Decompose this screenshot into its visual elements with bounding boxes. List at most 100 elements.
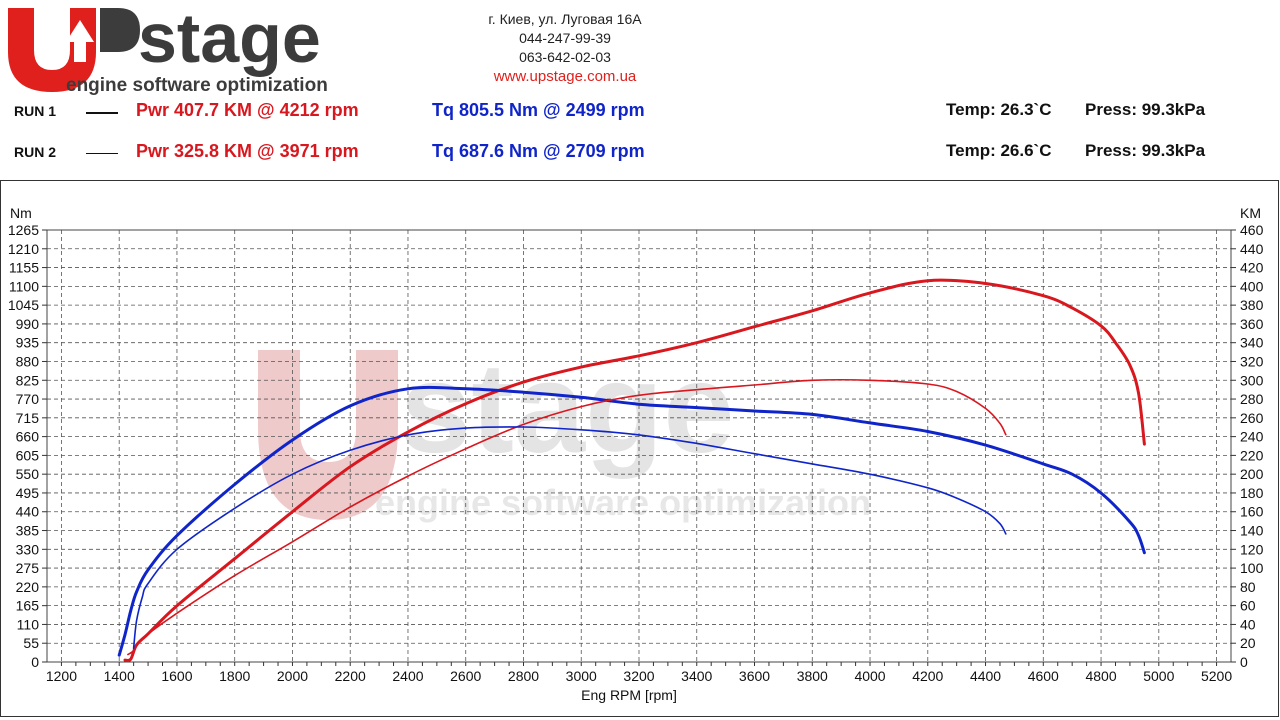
y-left-tick-label: 990 [16, 316, 40, 332]
y-right-tick-label: 100 [1240, 560, 1264, 576]
x-tick-label: 3600 [739, 668, 770, 684]
x-tick-label: 2800 [508, 668, 539, 684]
y-left-tick-label: 1210 [8, 241, 39, 257]
y-left-tick-label: 1155 [9, 260, 39, 276]
upstage-logo: stage engine software optimization [0, 0, 410, 98]
run-1-tq-line [117, 385, 1146, 657]
y-right-tick-label: 260 [1240, 410, 1264, 426]
run-2-label: RUN 2 [14, 144, 57, 160]
y-left-tick-label: 1100 [9, 278, 39, 294]
y-right-tick-label: 400 [1240, 278, 1264, 294]
y-right-tick-label: 460 [1240, 222, 1264, 238]
contact-block: г. Киев, ул. Луговая 16А 044-247-99-39 0… [430, 10, 700, 86]
tagline: engine software optimization [66, 75, 328, 96]
x-tick-label: 3800 [797, 668, 828, 684]
chart-series [117, 278, 1146, 663]
y-right-tick-label: 240 [1240, 429, 1264, 445]
y-right-tick-label: 420 [1240, 260, 1264, 276]
y-left-tick-label: 1265 [8, 222, 39, 238]
y-right-tick-label: 20 [1240, 635, 1256, 651]
x-tick-label: 4800 [1085, 668, 1116, 684]
y-right-tick-label: 320 [1240, 353, 1264, 369]
run-1-pwr-line [123, 278, 1146, 663]
y-right-tick-label: 300 [1240, 372, 1264, 388]
x-tick-label: 3200 [623, 668, 654, 684]
x-axis-label: Eng RPM [rpm] [581, 687, 677, 703]
y-left-tick-label: 1045 [8, 297, 39, 313]
y-right-tick-label: 140 [1240, 523, 1264, 539]
run-1-line-swatch [86, 112, 118, 114]
y-left-axis-label: Nm [10, 205, 32, 221]
x-tick-label: 2400 [392, 668, 423, 684]
y-right-tick-label: 440 [1240, 241, 1264, 257]
x-tick-label: 4400 [970, 668, 1001, 684]
y-right-tick-label: 380 [1240, 297, 1264, 313]
y-left-tick-label: 55 [23, 635, 39, 651]
y-left-tick-label: 330 [16, 541, 40, 557]
y-left-tick-label: 715 [16, 410, 40, 426]
run-2-press: Press: 99.3kPa [1085, 141, 1206, 160]
x-tick-label: 2600 [450, 668, 481, 684]
run-2-tq-line [132, 426, 1007, 650]
y-right-tick-label: 200 [1240, 466, 1264, 482]
y-left-tick-label: 275 [16, 560, 40, 576]
y-right-tick-label: 280 [1240, 391, 1264, 407]
y-right-tick-label: 60 [1240, 598, 1256, 614]
chart-frame [0, 180, 1279, 717]
y-right-tick-label: 160 [1240, 504, 1264, 520]
y-left-tick-label: 880 [16, 353, 40, 369]
run-2-pwr-line [127, 378, 1007, 656]
y-left-tick-label: 0 [31, 654, 39, 670]
watermark-wordmark: stage [400, 337, 734, 480]
run-1-temp: Temp: 26.3`C [946, 100, 1052, 119]
y-left-tick-label: 550 [16, 466, 40, 482]
y-right-tick-label: 340 [1240, 335, 1264, 351]
x-tick-label: 1800 [219, 668, 250, 684]
x-tick-label: 2000 [277, 668, 308, 684]
y-left-tick-label: 935 [16, 335, 40, 351]
x-tick-label: 4600 [1028, 668, 1059, 684]
y-left-tick-label: 385 [16, 523, 40, 539]
y-left-tick-label: 495 [16, 485, 40, 501]
run-1-label: RUN 1 [14, 103, 57, 119]
y-right-axis-label: KM [1240, 205, 1261, 221]
phone-1: 044-247-99-39 [519, 30, 611, 46]
run-1-power: Pwr 407.7 KM @ 4212 rpm [136, 100, 359, 120]
y-left-tick-label: 605 [16, 447, 40, 463]
y-right-tick-label: 80 [1240, 579, 1256, 595]
x-tick-label: 3400 [681, 668, 712, 684]
y-left-tick-label: 110 [17, 616, 40, 632]
watermark-tagline: engine software optimization [375, 482, 871, 523]
run-2-torque: Tq 687.6 Nm @ 2709 rpm [432, 141, 645, 161]
y-right-tick-label: 40 [1240, 616, 1256, 632]
svg-text:stage: stage [138, 0, 321, 77]
y-right-tick-label: 220 [1240, 447, 1264, 463]
x-tick-label: 3000 [566, 668, 597, 684]
y-right-tick-label: 360 [1240, 316, 1264, 332]
y-left-tick-label: 825 [16, 372, 40, 388]
y-left-tick-label: 770 [16, 391, 40, 407]
y-right-tick-label: 180 [1240, 485, 1264, 501]
x-tick-label: 1200 [46, 668, 77, 684]
x-tick-label: 1600 [161, 668, 192, 684]
y-right-tick-label: 0 [1240, 654, 1248, 670]
run-2-line-swatch [86, 153, 118, 154]
x-tick-label: 5200 [1201, 668, 1232, 684]
x-tick-label: 4000 [854, 668, 885, 684]
x-tick-label: 5000 [1143, 668, 1174, 684]
run-1-press: Press: 99.3kPa [1085, 100, 1206, 119]
run-1-torque: Tq 805.5 Nm @ 2499 rpm [432, 100, 645, 120]
x-tick-label: 4200 [912, 668, 943, 684]
chart-labels: 0 55 110 165 220 275 330 385 440 495 550 605 660 715 7… [8, 205, 1264, 703]
run-2-temp: Temp: 26.6`C [946, 141, 1052, 160]
y-left-tick-label: 660 [16, 429, 40, 445]
chart-axes [42, 229, 1236, 666]
website-link[interactable]: www.upstage.com.ua [493, 68, 637, 85]
y-right-tick-label: 120 [1240, 541, 1264, 557]
x-tick-label: 1400 [104, 668, 135, 684]
chart-grid [47, 230, 1231, 662]
y-left-tick-label: 165 [16, 598, 40, 614]
phone-2: 063-642-02-03 [519, 49, 611, 65]
run-2-power: Pwr 325.8 KM @ 3971 rpm [136, 141, 359, 161]
